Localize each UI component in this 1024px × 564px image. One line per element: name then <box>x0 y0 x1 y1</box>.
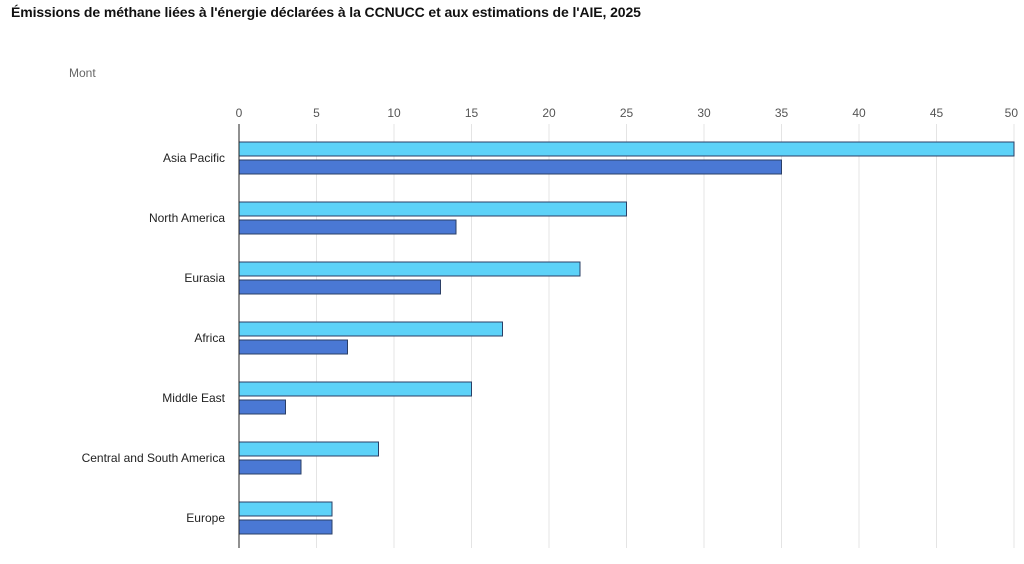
x-tick-label: 15 <box>465 106 479 120</box>
category-label: Europe <box>186 511 225 525</box>
x-tick-label: 20 <box>542 106 556 120</box>
category-label: Central and South America <box>82 451 226 465</box>
category-labels: Asia Pacific North America Eurasia Africa Mi… <box>82 151 226 525</box>
unit-label: Mont <box>69 66 96 80</box>
x-tick-label: 35 <box>775 106 789 120</box>
bar-series-1[interactable] <box>238 321 503 337</box>
bar-series-2[interactable] <box>238 219 457 235</box>
category-label: Asia Pacific <box>163 151 225 165</box>
bar-series-2[interactable] <box>238 519 333 535</box>
category-label: Eurasia <box>184 271 225 285</box>
category-label: Middle East <box>162 391 225 405</box>
bar-series-1[interactable] <box>238 381 472 397</box>
bar-series-2[interactable] <box>238 459 302 475</box>
bar-series-1[interactable] <box>238 501 333 517</box>
chart-title: Émissions de méthane liées à l'énergie d… <box>11 4 641 20</box>
bar-series-1[interactable] <box>238 441 379 457</box>
category-label: Africa <box>194 331 225 345</box>
bar-series-1[interactable] <box>238 201 627 217</box>
gridlines <box>316 124 1015 548</box>
x-tick-label: 0 <box>236 106 243 120</box>
category-label: North America <box>149 211 225 225</box>
x-axis-ticks: 0 5 10 15 20 25 30 35 40 45 50 <box>236 106 1019 120</box>
x-tick-label: 30 <box>697 106 711 120</box>
bar-series-1[interactable] <box>238 261 581 277</box>
x-tick-label: 10 <box>387 106 401 120</box>
bar-series-2[interactable] <box>238 399 286 415</box>
bar-series-1[interactable] <box>238 141 1015 157</box>
bar-series-2[interactable] <box>238 339 348 355</box>
bar-series-2[interactable] <box>238 159 782 175</box>
x-tick-label: 40 <box>852 106 866 120</box>
x-tick-label: 45 <box>930 106 944 120</box>
bar-series-2[interactable] <box>238 279 441 295</box>
x-tick-label: 25 <box>620 106 634 120</box>
bars <box>238 141 1015 535</box>
x-tick-label: 5 <box>313 106 320 120</box>
x-tick-label: 50 <box>1005 106 1019 120</box>
